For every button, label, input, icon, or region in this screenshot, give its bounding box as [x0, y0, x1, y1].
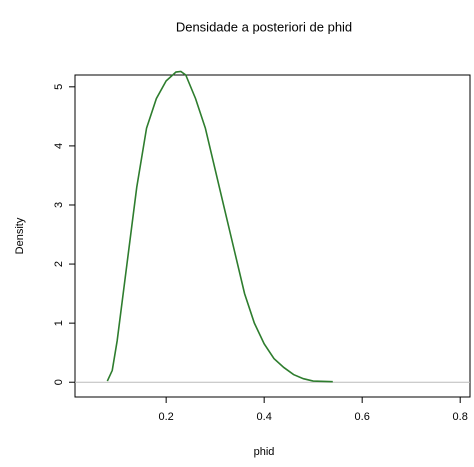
y-axis-label: Density	[14, 217, 26, 254]
density-line	[106, 70, 333, 383]
y-tick-label: 1	[53, 320, 65, 326]
y-tick-label: 5	[53, 84, 65, 90]
y-tick-label: 4	[53, 143, 65, 149]
y-tick-label: 3	[53, 202, 65, 208]
x-tick-label: 0.4	[257, 411, 272, 423]
plot-frame	[74, 74, 471, 398]
x-axis-label: phid	[254, 446, 275, 458]
chart-title: Densidade a posteriori de phid	[176, 19, 352, 34]
y-tick-label: 2	[53, 261, 65, 267]
y-tick-label: 0	[53, 379, 65, 385]
x-tick-label: 0.6	[355, 411, 370, 423]
x-tick-label: 0.8	[453, 411, 468, 423]
x-tick-label: 0.2	[159, 411, 174, 423]
